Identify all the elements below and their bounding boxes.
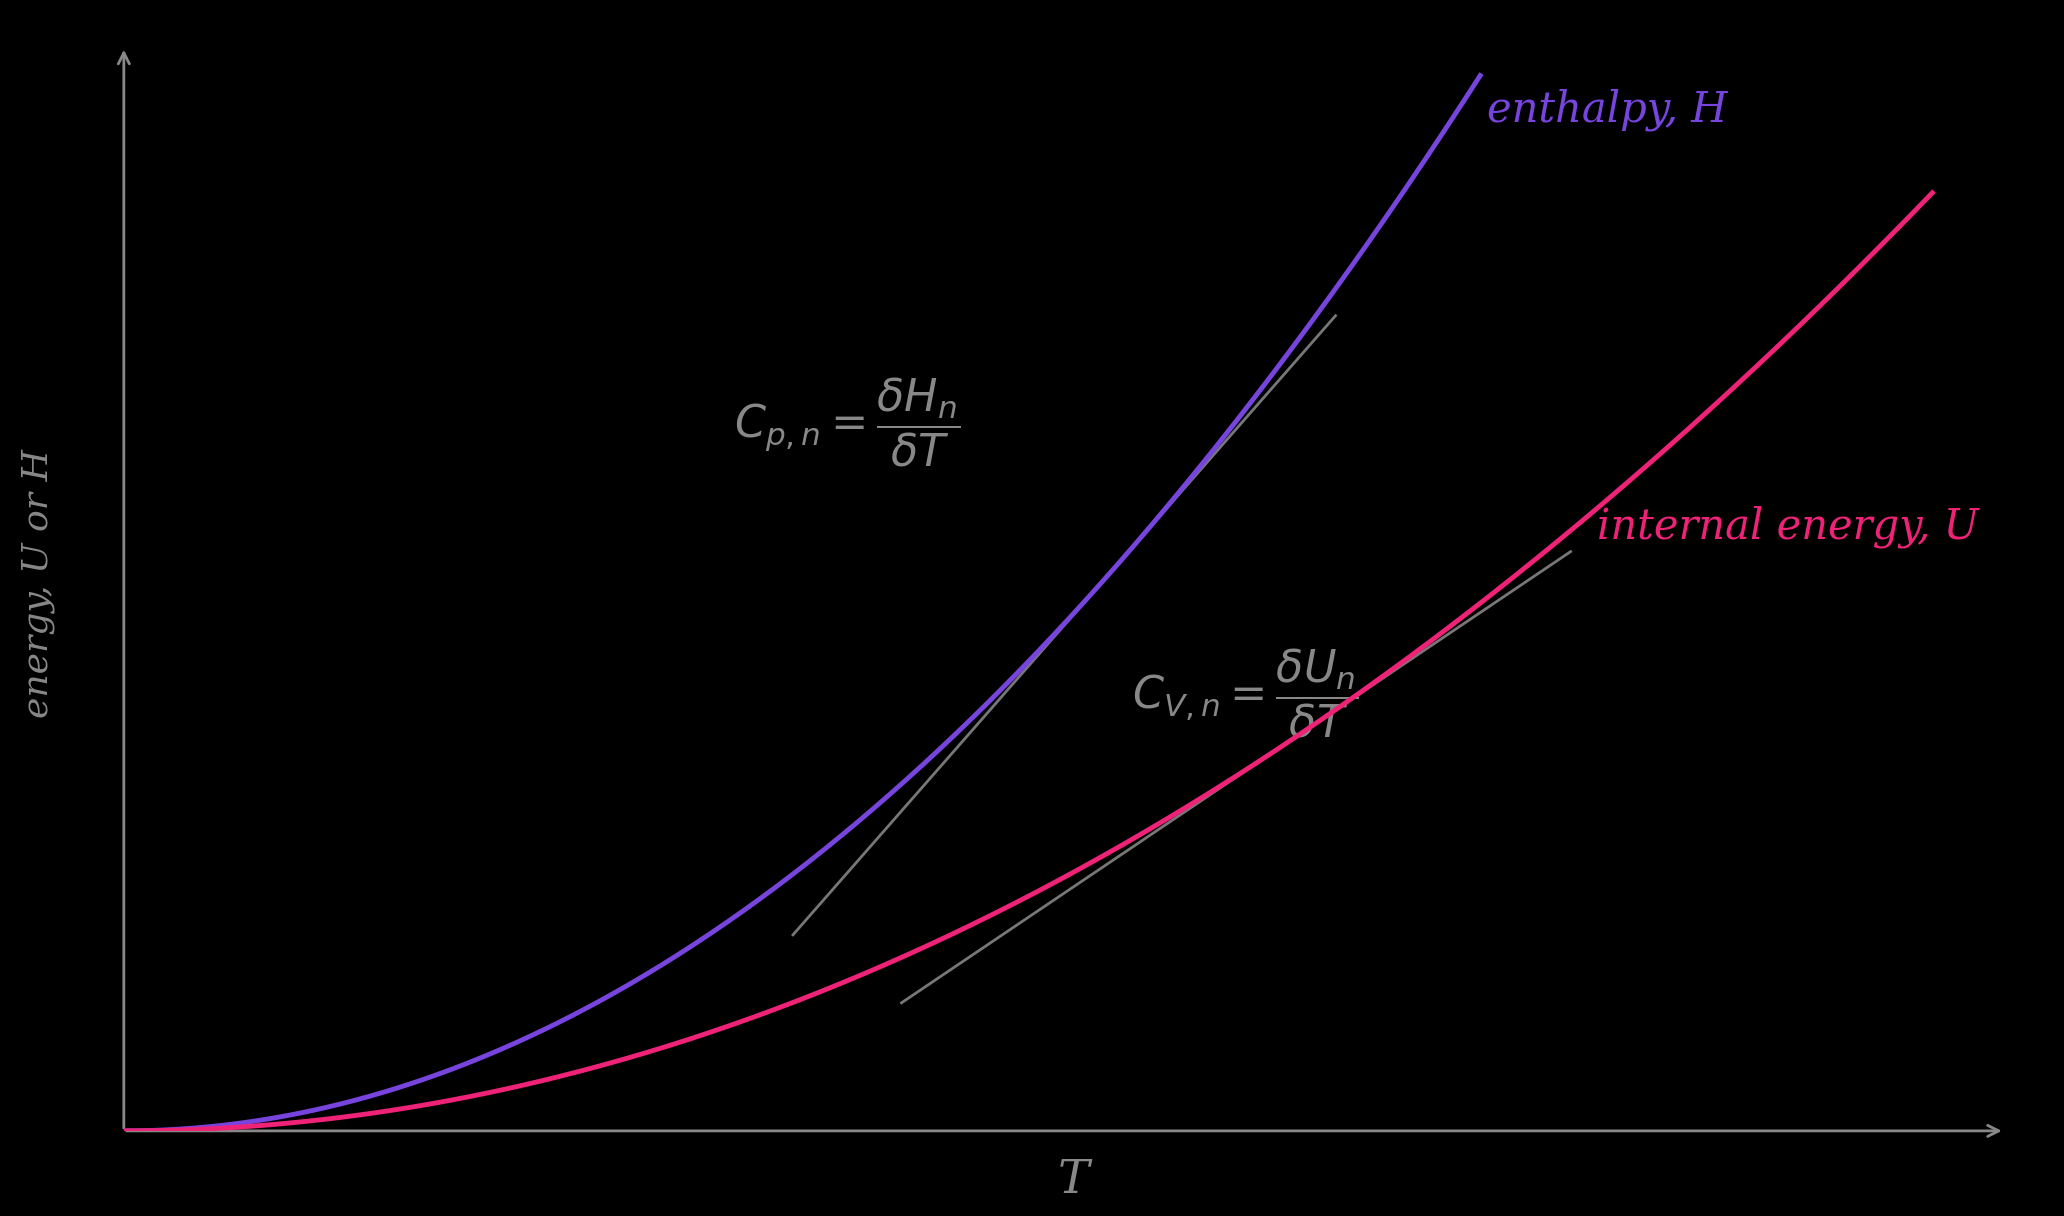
Text: $C_{V,n} = \dfrac{\delta U_n}{\delta T}$: $C_{V,n} = \dfrac{\delta U_n}{\delta T}$ [1131,647,1358,739]
Text: energy, U or H: energy, U or H [21,449,56,719]
Text: $C_{p,n} = \dfrac{\delta H_n}{\delta T}$: $C_{p,n} = \dfrac{\delta H_n}{\delta T}$ [735,376,960,468]
Text: T: T [1057,1158,1090,1203]
Text: enthalpy, H: enthalpy, H [1486,89,1728,130]
Text: internal energy, U: internal energy, U [1598,505,1979,547]
